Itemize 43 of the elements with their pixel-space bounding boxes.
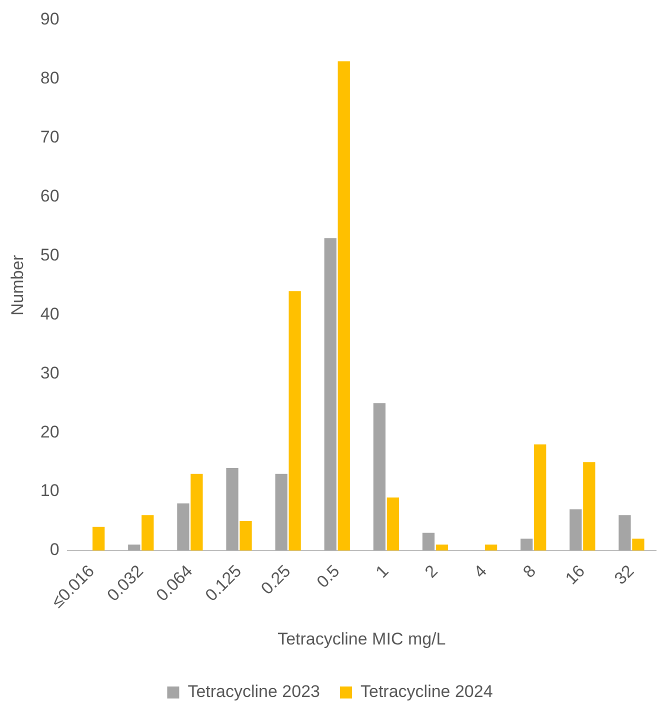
y-axis-title: Number [8, 254, 27, 316]
x-axis-title: Tetracycline MIC mg/L [278, 629, 446, 648]
bar [324, 238, 336, 550]
bar [275, 474, 288, 550]
legend-label: Tetracycline 2024 [360, 682, 493, 702]
bar [177, 503, 190, 550]
bar [386, 497, 399, 550]
bar [422, 532, 435, 550]
x-tick-label: 8 [519, 561, 540, 582]
y-tick-label: 50 [40, 245, 60, 264]
x-tick-label: 1 [372, 561, 392, 582]
y-tick-label: 30 [40, 363, 60, 382]
y-tick-label: 0 [50, 540, 60, 560]
y-tick-label: 20 [40, 422, 60, 442]
bar [534, 444, 546, 550]
bar [226, 468, 238, 550]
y-tick-label: 60 [40, 186, 60, 206]
x-tick-label: 2 [421, 561, 442, 582]
bar [618, 515, 631, 550]
bar [632, 538, 644, 550]
bar [520, 538, 533, 550]
x-tick-label: 0.5 [313, 561, 344, 592]
bar [128, 544, 140, 550]
x-tick-label: 32 [610, 561, 638, 588]
bar [338, 61, 350, 550]
bar [436, 544, 448, 550]
y-tick-label: 40 [40, 304, 60, 324]
bar [484, 544, 498, 550]
y-tick-label: 70 [40, 128, 60, 147]
bar [92, 526, 105, 550]
y-tick-label: 90 [40, 10, 60, 29]
bar [583, 462, 596, 550]
bar [570, 509, 582, 550]
legend-label: Tetracycline 2023 [188, 682, 320, 702]
bar [190, 474, 203, 550]
x-tick-label: 4 [470, 561, 490, 582]
bar [142, 515, 154, 550]
bar [288, 291, 301, 550]
x-tick-label: 16 [562, 561, 589, 588]
bar [240, 521, 252, 550]
bar [373, 403, 386, 550]
y-tick-label: 10 [40, 481, 60, 500]
y-tick-label: 80 [40, 68, 60, 88]
